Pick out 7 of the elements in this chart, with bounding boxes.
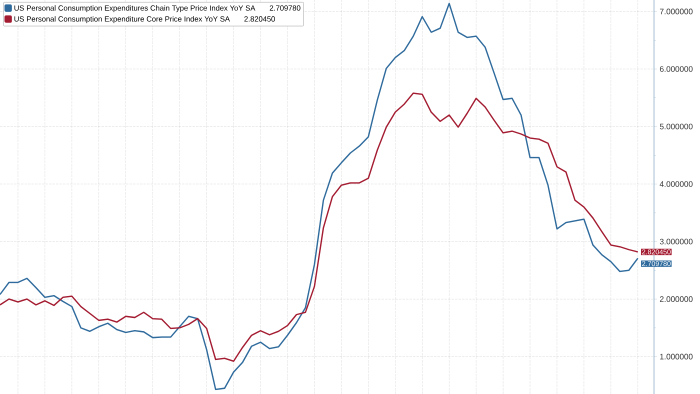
y-tick-label: 5.000000 <box>660 124 693 130</box>
y-tick-label: 4.000000 <box>660 181 693 187</box>
y-tick-label: 6.000000 <box>660 66 693 72</box>
y-tick-label: 2.000000 <box>660 296 693 302</box>
y-tick-label: 3.000000 <box>660 238 693 244</box>
y-tick-label: 7.000000 <box>660 8 693 14</box>
y-tick-label: 1.000000 <box>660 354 693 360</box>
